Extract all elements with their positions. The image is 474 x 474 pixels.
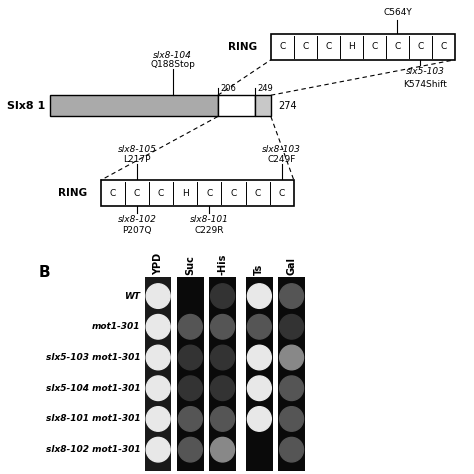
Circle shape	[280, 315, 303, 339]
Circle shape	[280, 345, 303, 370]
Circle shape	[210, 438, 235, 462]
Text: RING: RING	[58, 188, 87, 198]
Text: B: B	[38, 265, 50, 280]
Bar	[209, 277, 236, 471]
Bar	[255, 95, 271, 117]
Circle shape	[178, 438, 202, 462]
Text: C: C	[134, 189, 140, 198]
Text: slx8-105: slx8-105	[118, 146, 156, 155]
Circle shape	[210, 315, 235, 339]
Bar	[246, 277, 273, 471]
Text: Q188Stop: Q188Stop	[150, 60, 195, 69]
Text: C: C	[230, 189, 237, 198]
Text: Ts: Ts	[255, 264, 264, 275]
Text: Slx8 1: Slx8 1	[7, 101, 46, 111]
Text: 274: 274	[278, 101, 296, 111]
Bar	[271, 34, 455, 60]
Text: C: C	[417, 42, 424, 51]
Circle shape	[280, 376, 303, 401]
Circle shape	[178, 376, 202, 401]
Text: slx8-102: slx8-102	[118, 215, 156, 224]
Text: C: C	[325, 42, 331, 51]
Text: C564Y: C564Y	[383, 8, 412, 17]
Circle shape	[247, 284, 271, 309]
Text: 249: 249	[258, 84, 273, 93]
Circle shape	[280, 438, 303, 462]
Text: C249F: C249F	[268, 155, 296, 164]
Circle shape	[247, 407, 271, 431]
Bar	[100, 180, 294, 206]
Circle shape	[146, 284, 170, 309]
Bar	[145, 277, 172, 471]
Text: slx5-103: slx5-103	[406, 67, 445, 76]
Text: slx8-101 mot1-301: slx8-101 mot1-301	[46, 414, 140, 423]
Circle shape	[247, 315, 271, 339]
Text: C: C	[302, 42, 309, 51]
Text: P207Q: P207Q	[122, 226, 152, 235]
Text: C: C	[394, 42, 401, 51]
Text: C: C	[206, 189, 212, 198]
Text: K574Shift: K574Shift	[403, 80, 447, 89]
Text: slx8-102 mot1-301: slx8-102 mot1-301	[46, 445, 140, 454]
Circle shape	[210, 376, 235, 401]
Circle shape	[178, 315, 202, 339]
Text: slx5-103 mot1-301: slx5-103 mot1-301	[46, 353, 140, 362]
Circle shape	[178, 345, 202, 370]
Text: Gal: Gal	[287, 257, 297, 275]
Circle shape	[210, 407, 235, 431]
Circle shape	[146, 407, 170, 431]
Bar	[50, 95, 218, 117]
Circle shape	[146, 315, 170, 339]
Text: slx5-104 mot1-301: slx5-104 mot1-301	[46, 384, 140, 393]
Text: -His: -His	[218, 254, 228, 275]
Text: mot1-301: mot1-301	[91, 322, 140, 331]
Text: C: C	[255, 189, 261, 198]
Bar	[278, 277, 305, 471]
Text: L217P: L217P	[123, 155, 151, 164]
Text: YPD: YPD	[153, 253, 163, 275]
Circle shape	[146, 438, 170, 462]
Text: WT: WT	[124, 292, 140, 301]
Text: C: C	[440, 42, 447, 51]
Circle shape	[210, 284, 235, 309]
Bar	[218, 95, 255, 117]
Circle shape	[146, 376, 170, 401]
Circle shape	[247, 376, 271, 401]
Bar	[177, 277, 204, 471]
Text: C: C	[158, 189, 164, 198]
Text: C: C	[279, 189, 285, 198]
Text: C: C	[279, 42, 285, 51]
Text: RING: RING	[228, 42, 257, 52]
Circle shape	[146, 345, 170, 370]
Circle shape	[280, 407, 303, 431]
Circle shape	[280, 284, 303, 309]
Circle shape	[247, 345, 271, 370]
Circle shape	[210, 345, 235, 370]
Text: Suc: Suc	[185, 255, 195, 275]
Text: H: H	[182, 189, 189, 198]
Text: slx8-103: slx8-103	[263, 146, 301, 155]
Text: C229R: C229R	[195, 226, 224, 235]
Circle shape	[178, 407, 202, 431]
Text: C: C	[109, 189, 116, 198]
Text: 206: 206	[220, 84, 236, 93]
Text: slx8-104: slx8-104	[153, 51, 192, 60]
Text: C: C	[371, 42, 377, 51]
Text: slx8-101: slx8-101	[190, 215, 229, 224]
Text: H: H	[348, 42, 355, 51]
